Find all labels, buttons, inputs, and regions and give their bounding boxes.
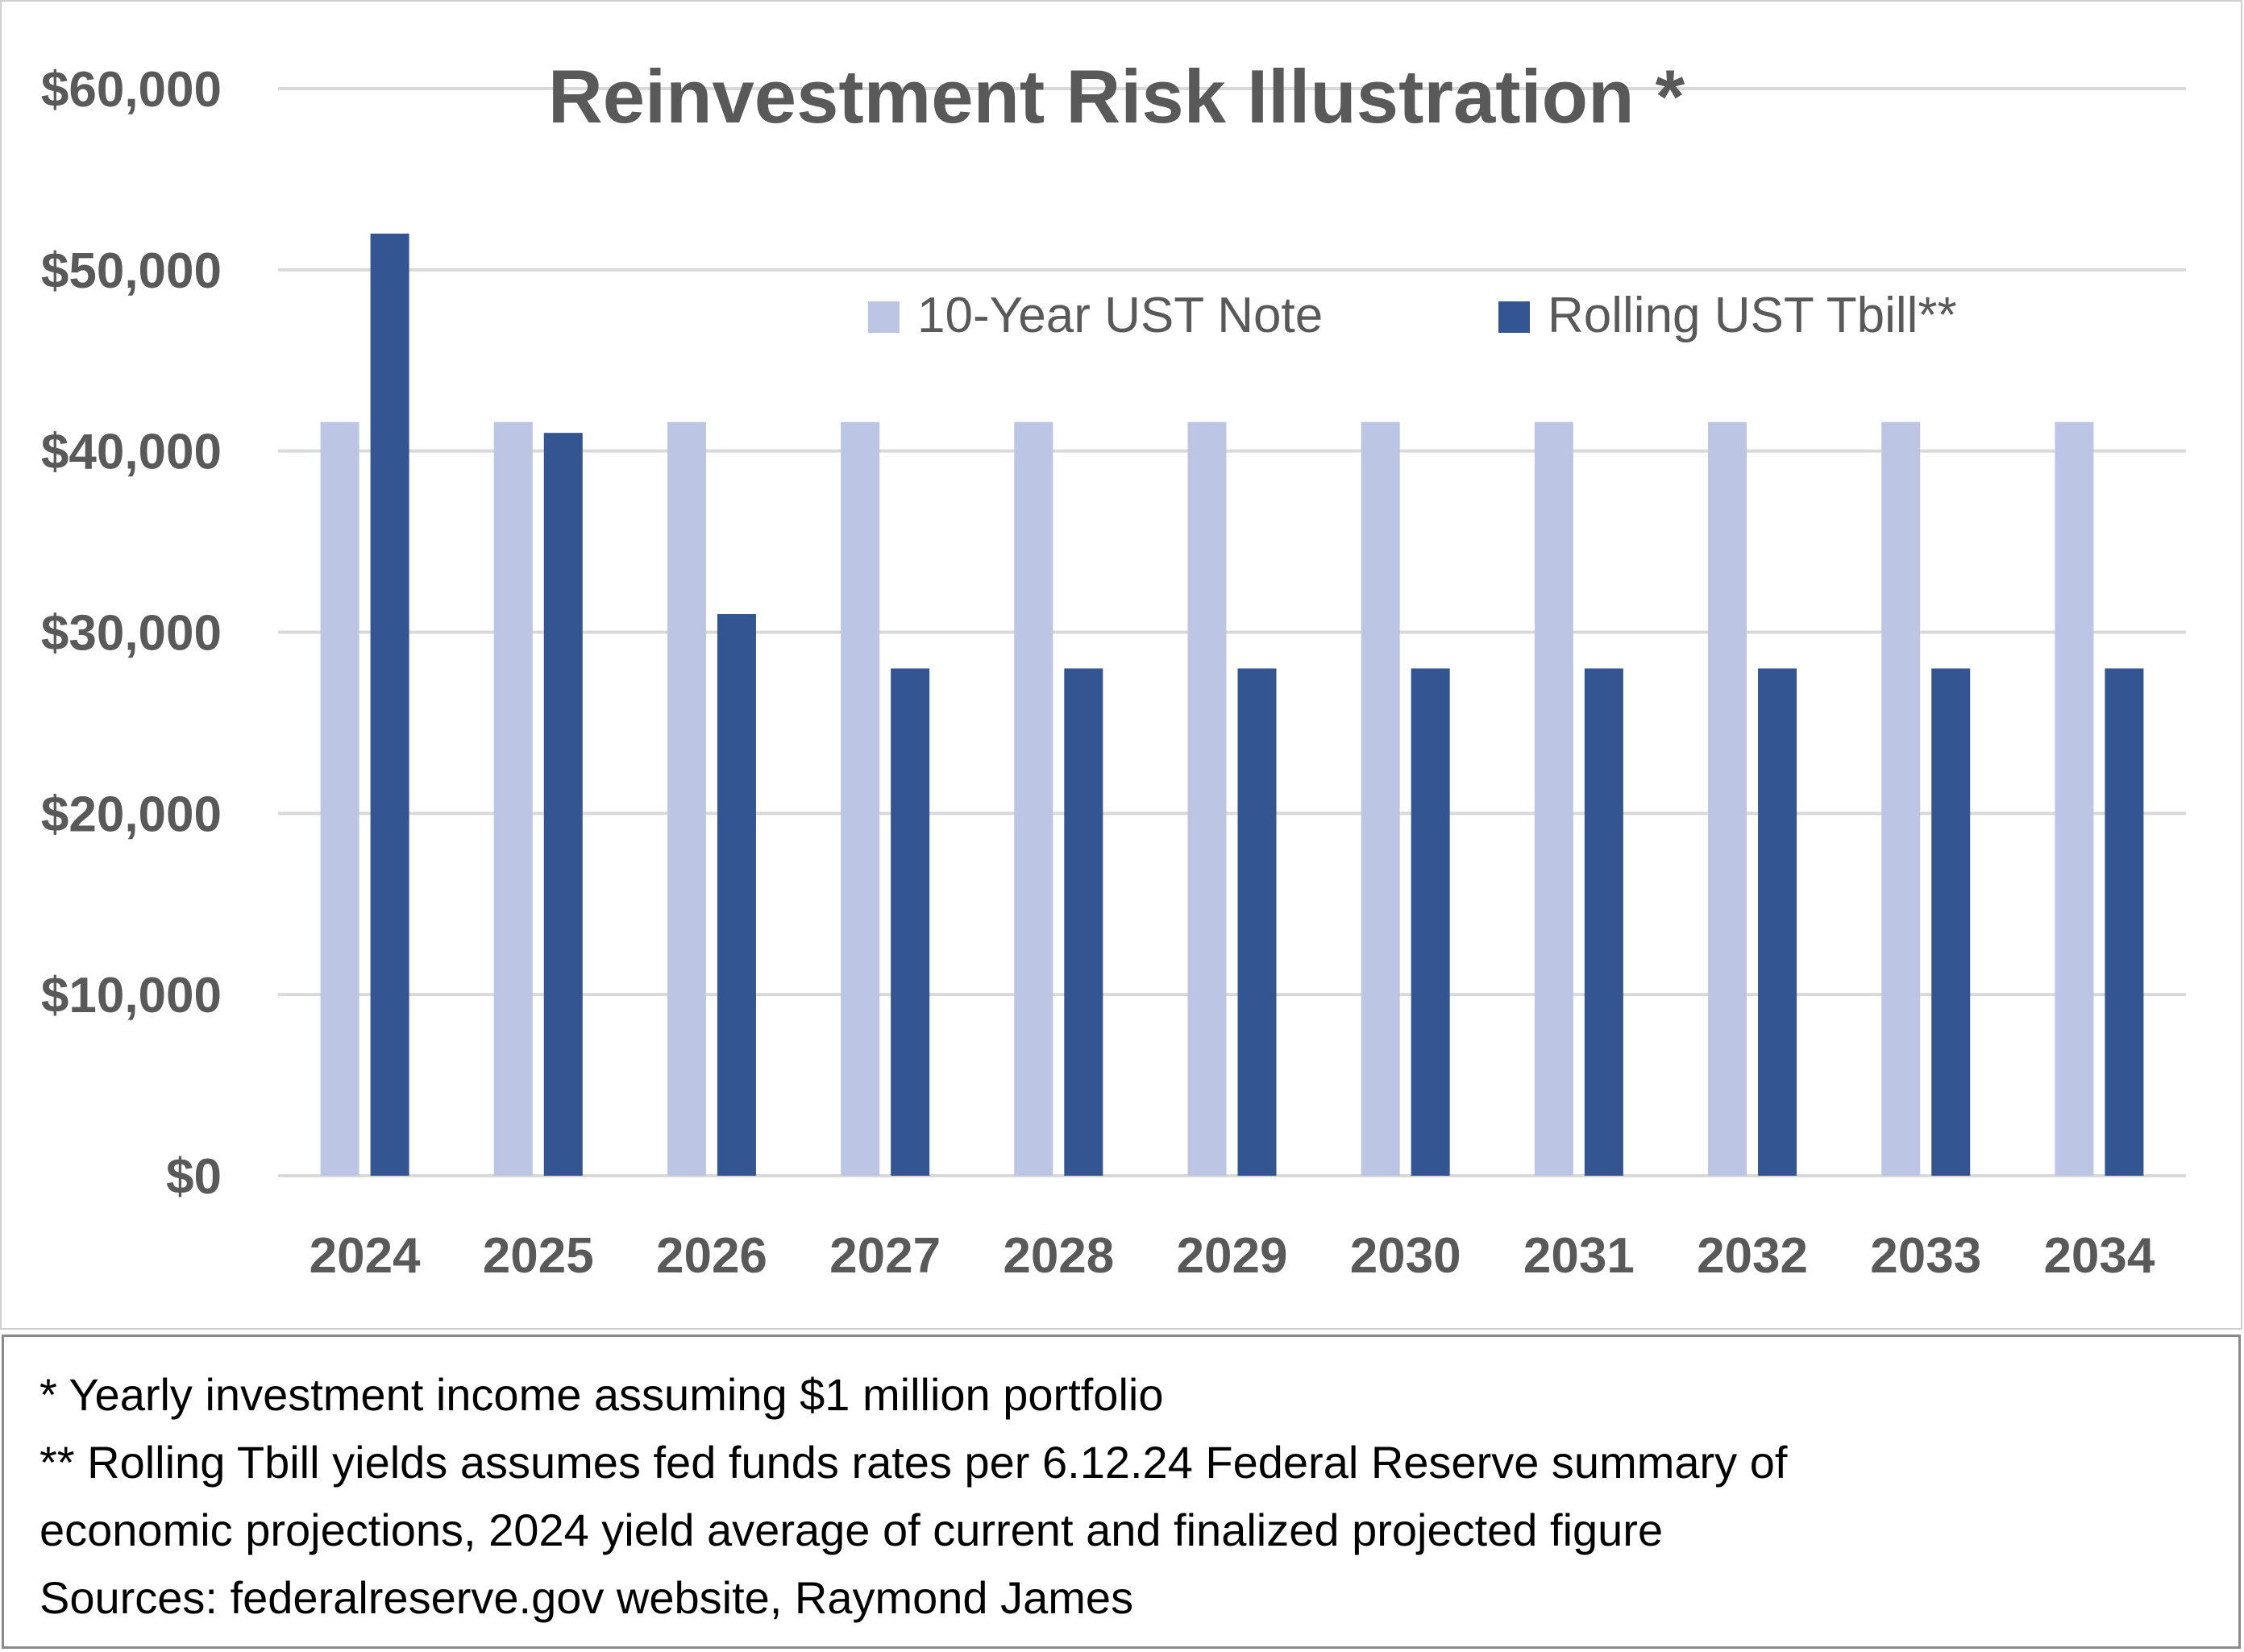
bar-10-year-note-2034 [2055,421,2094,1176]
bar-rolling-tbill-2033 [1931,668,1971,1176]
legend-label-rolling-tbill: Rolling UST Tbill** [1548,288,1957,343]
bar-rolling-tbill-2031 [1584,668,1623,1176]
x-tick-label: 2031 [1523,1228,1635,1284]
y-tick-label: $30,000 [41,606,222,662]
gridlines [278,87,2186,1177]
legend-swatch-rolling-tbill [1498,301,1530,333]
bar-10-year-note-2024 [320,421,359,1176]
x-tick-label: 2034 [2043,1228,2155,1284]
y-axis-tick-labels: $0 $10,000 $20,000 $30,000 $40,000 $50,000 $60… [41,62,222,1205]
x-tick-label: 2026 [656,1228,767,1284]
bar-10-year-note-2031 [1534,421,1573,1176]
bar-rolling-tbill-2029 [1237,668,1277,1176]
bar-rolling-tbill-2032 [1758,668,1797,1176]
legend-swatch-10-year-note [868,301,900,333]
x-tick-label: 2024 [310,1228,421,1284]
bar-rolling-tbill-2030 [1411,668,1450,1176]
y-tick-label: $50,000 [41,243,222,299]
bar-10-year-note-2029 [1187,421,1227,1176]
bar-10-year-note-2030 [1361,421,1400,1176]
footnote-tbill-assumption-continued: economic projections, 2024 yield average… [39,1505,1664,1555]
legend: 10-Year UST Note Rolling UST Tbill** [868,288,1957,343]
x-tick-label: 2025 [483,1228,594,1284]
bar-rolling-tbill-2028 [1064,668,1103,1176]
bar-10-year-note-2028 [1014,421,1053,1176]
y-tick-label: $10,000 [41,968,222,1023]
bar-10-year-note-2033 [1881,421,1921,1176]
bar-rolling-tbill-2024 [370,233,409,1176]
x-tick-label: 2030 [1350,1228,1461,1284]
y-tick-label: $60,000 [41,62,222,118]
bar-rolling-tbill-2026 [717,614,756,1176]
x-tick-label: 2028 [1003,1228,1114,1284]
bar-rolling-tbill-2034 [2105,668,2144,1176]
footnote-tbill-assumption: ** Rolling Tbill yields assumes fed fund… [39,1437,1788,1488]
bar-chart: $0 $10,000 $20,000 $30,000 $40,000 $50,000 $60… [41,54,2186,1284]
x-tick-label: 2029 [1177,1228,1288,1284]
x-tick-label: 2033 [1870,1228,1981,1284]
x-axis-tick-labels: 2024 2025 2026 2027 2028 2029 2030 2031 2032 2033… [310,1228,2155,1284]
footnote-sources: Sources: federalreserve.gov website, Ray… [39,1572,1134,1623]
bar-10-year-note-2025 [493,421,533,1176]
bar-rolling-tbill-2027 [891,668,930,1176]
y-tick-label: $40,000 [41,425,222,480]
bar-10-year-note-2027 [841,421,880,1176]
bar-10-year-note-2032 [1708,421,1747,1176]
x-tick-label: 2027 [829,1228,941,1284]
legend-label-10-year-note: 10-Year UST Note [917,288,1323,343]
bar-10-year-note-2026 [667,421,706,1176]
chart-title: Reinvestment Risk Illustration * [548,54,1685,139]
bar-rolling-tbill-2025 [543,433,583,1176]
footnote-income-assumption: * Yearly investment income assuming $1 m… [39,1369,1164,1420]
footnotes-box: * Yearly investment income assuming $1 m… [2,1334,2241,1649]
bars [320,233,2144,1176]
y-tick-label: $0 [166,1149,222,1205]
y-tick-label: $20,000 [41,787,222,842]
x-tick-label: 2032 [1697,1228,1808,1284]
